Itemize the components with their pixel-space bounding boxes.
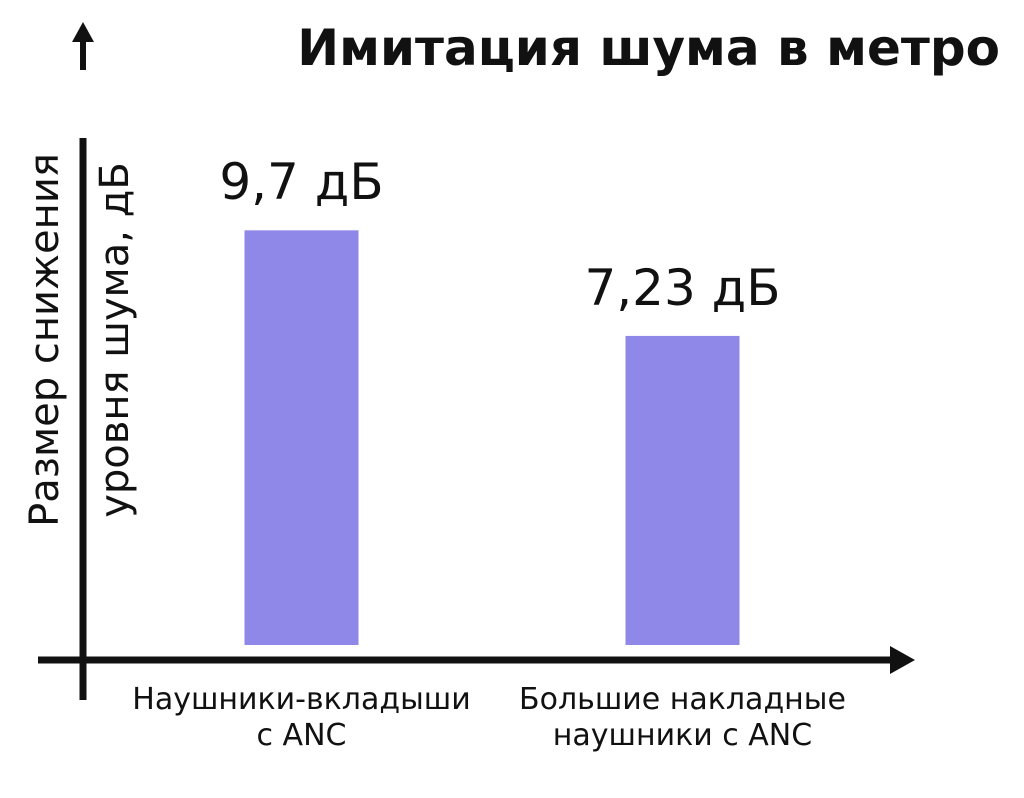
arrow-decoration-head bbox=[72, 22, 94, 42]
y-axis-label: Размер снижения уровня шума, дБ bbox=[22, 153, 138, 527]
chart-title: Имитация шума в метро bbox=[297, 19, 1000, 77]
x-tick-label: Наушники-вкладыши с ANC bbox=[132, 682, 471, 753]
data-label: 9,7 дБ bbox=[219, 153, 384, 212]
x-tick-label: Большие накладные наушники с ANC bbox=[519, 682, 846, 753]
bar bbox=[625, 335, 740, 645]
data-label: 7,23 дБ bbox=[584, 258, 781, 317]
x-axis-arrow bbox=[890, 646, 915, 674]
bar bbox=[244, 230, 359, 645]
